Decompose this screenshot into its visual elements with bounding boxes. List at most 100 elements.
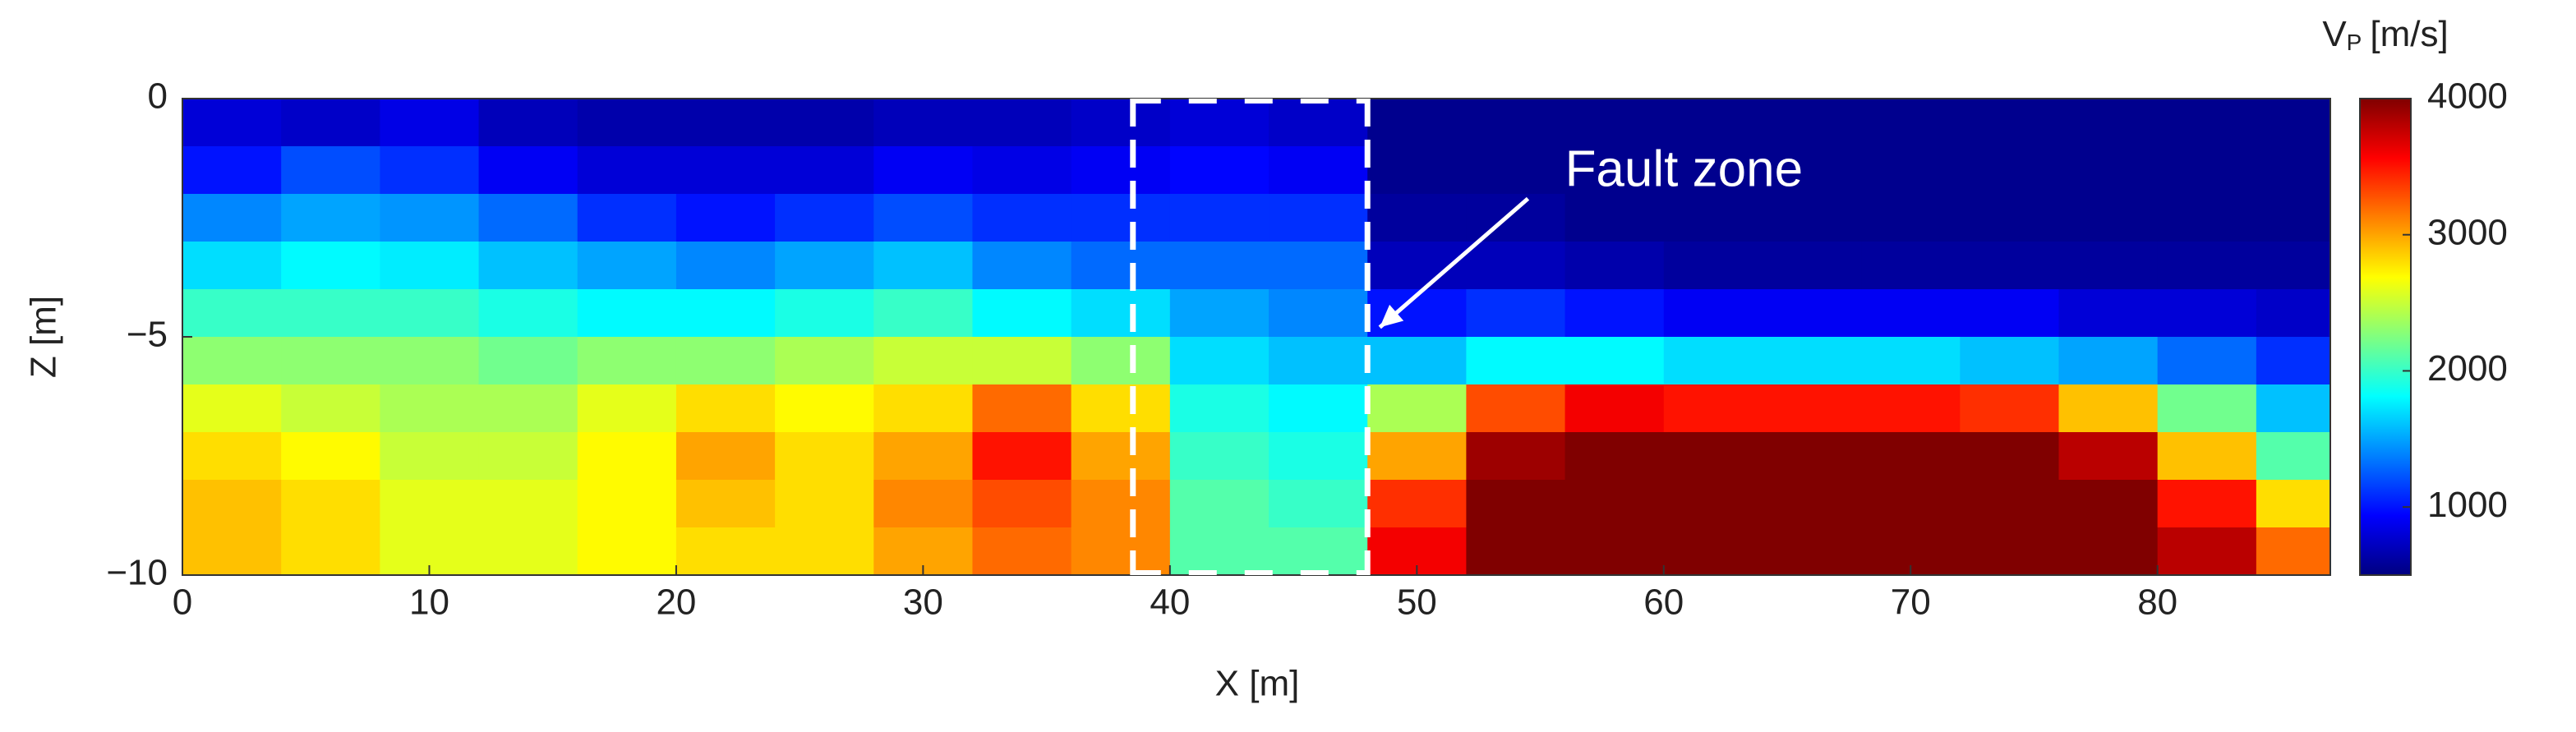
heat-cell (2157, 432, 2257, 481)
heat-cell (1564, 99, 1665, 147)
colorbar (2359, 98, 2412, 576)
heat-cell (1663, 432, 1763, 481)
heat-cell (281, 432, 380, 481)
heat-cell (1367, 146, 1467, 195)
heat-cell (873, 289, 974, 338)
heat-cell (1466, 480, 1566, 528)
colorbar-tick-label: 3000 (2427, 212, 2508, 252)
heat-cell (1071, 432, 1171, 481)
heat-cell (675, 432, 776, 481)
heat-cell (478, 289, 578, 338)
heat-cell (380, 289, 480, 338)
heat-cell (1762, 527, 1862, 575)
heat-cell (775, 527, 874, 575)
heat-cell (1663, 527, 1763, 575)
annotation-text: Fault zone (1565, 140, 1804, 197)
heat-cell (1169, 480, 1270, 528)
heat-cell (2157, 146, 2257, 195)
heat-cell (577, 194, 677, 242)
heat-cell (972, 289, 1072, 338)
heat-cell (380, 384, 480, 433)
heat-cell (1466, 527, 1566, 575)
heat-cell (380, 99, 480, 147)
heat-cell (1663, 146, 1763, 195)
heat-cell (1071, 99, 1171, 147)
heat-cell (1663, 480, 1763, 528)
heat-cell (1960, 99, 2060, 147)
heat-cell (1861, 337, 1961, 385)
heat-cell (1762, 99, 1862, 147)
heat-cell (577, 384, 677, 433)
x-tick-label: 60 (1643, 582, 1684, 623)
heat-cell (675, 337, 776, 385)
heat-cell (1564, 242, 1665, 290)
heat-cell (972, 480, 1072, 528)
heat-cell (1367, 337, 1467, 385)
heat-cell (1466, 432, 1566, 481)
heat-cell (1169, 337, 1270, 385)
heat-cell (577, 527, 677, 575)
heat-cell (1663, 242, 1763, 290)
heat-cell (873, 146, 974, 195)
x-tick-label: 0 (173, 582, 192, 623)
heat-cell (775, 289, 874, 338)
heat-cell (1960, 432, 2060, 481)
heat-cell (1071, 527, 1171, 575)
x-tick-label: 70 (1891, 582, 1931, 623)
heat-cell (1269, 194, 1368, 242)
heat-cell (380, 337, 480, 385)
heat-cell (1071, 337, 1171, 385)
heat-cell (1564, 289, 1665, 338)
heat-cell (675, 384, 776, 433)
heat-cell (1367, 99, 1467, 147)
heat-cell (1564, 337, 1665, 385)
heat-cell (972, 527, 1072, 575)
colorbar-label-main: V (2322, 14, 2347, 54)
heat-cell (577, 337, 677, 385)
heat-cell (1960, 337, 2060, 385)
heat-cell (1861, 194, 1961, 242)
heat-cell (675, 146, 776, 195)
heat-cell (2256, 527, 2330, 575)
heat-cell (380, 480, 480, 528)
heatmap (182, 99, 2330, 575)
heat-cell (1960, 289, 2060, 338)
heat-cell (1960, 146, 2060, 195)
heat-cell (1663, 99, 1763, 147)
heat-cell (1861, 99, 1961, 147)
x-tick-label: 30 (903, 582, 943, 623)
colorbar-label-sub: P (2347, 30, 2362, 55)
heat-cell (577, 432, 677, 481)
heat-cell (478, 480, 578, 528)
heat-cell (1960, 527, 2060, 575)
heat-cell (1960, 242, 2060, 290)
heat-cell (1762, 242, 1862, 290)
heat-cell (2157, 194, 2257, 242)
heat-cell (1367, 480, 1467, 528)
heat-cell (1169, 146, 1270, 195)
heat-cell (380, 432, 480, 481)
heat-cell (675, 242, 776, 290)
heat-cell (873, 337, 974, 385)
heat-cell (2256, 146, 2330, 195)
heat-cell (478, 99, 578, 147)
heat-cell (1564, 194, 1665, 242)
heat-cell (2256, 432, 2330, 481)
heat-cell (2058, 242, 2159, 290)
heat-cell (2256, 289, 2330, 338)
heat-cell (281, 337, 380, 385)
heat-cell (1269, 146, 1368, 195)
heat-cell (775, 242, 874, 290)
heat-cell (2157, 337, 2257, 385)
y-axis-label: Z [m] (24, 296, 64, 378)
heat-cell (1466, 337, 1566, 385)
heat-cell (1466, 242, 1566, 290)
heat-cell (2058, 527, 2159, 575)
heat-cell (1169, 242, 1270, 290)
heat-cell (972, 99, 1072, 147)
heat-cell (2058, 480, 2159, 528)
heat-cell (2157, 480, 2257, 528)
colorbar-tick-label: 1000 (2427, 485, 2508, 525)
heat-cell (972, 384, 1072, 433)
heat-cell (675, 194, 776, 242)
